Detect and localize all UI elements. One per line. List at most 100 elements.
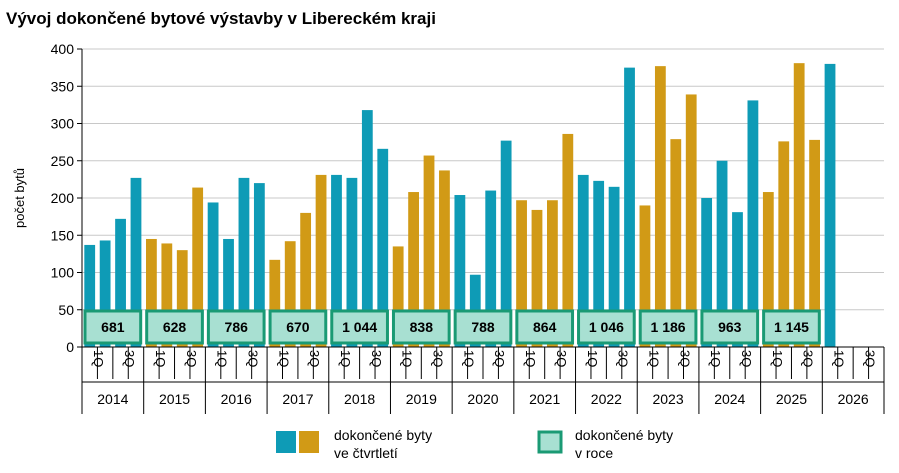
bar-2014-q1: [84, 244, 96, 347]
bar-2021-q2: [531, 209, 543, 347]
bar-2018-q2: [346, 177, 358, 347]
bar-2016-q1: [207, 202, 219, 347]
bar-2014-q3: [115, 218, 126, 347]
bar-2024-q1: [701, 198, 713, 347]
annual-total-box-2023: [638, 309, 698, 345]
y-tick-label-150: 150: [51, 227, 75, 243]
annual-total-2021: 864: [533, 319, 557, 335]
y-axis-ticks: 0 50 100 150 200 250 300 350 400: [51, 41, 82, 355]
quarter-label-2021-1: 1Q: [523, 350, 538, 367]
annual-total-2016: 786: [225, 319, 249, 335]
bar-2019-q4: [439, 170, 450, 347]
annual-total-2020: 788: [471, 319, 495, 335]
annual-total-2015: 628: [163, 319, 187, 335]
quarter-label-2018-1: 1Q: [338, 350, 353, 367]
annual-total-box-2015: [145, 309, 204, 345]
legend-swatch-box: [537, 430, 563, 454]
legend-swatch-teal: [276, 431, 296, 453]
bar-2015-q2: [161, 243, 173, 347]
bar-2023-q3: [670, 139, 682, 347]
bar-2015-q3: [176, 250, 188, 347]
quarter-label-2018-3: 3Q: [369, 350, 384, 367]
quarter-label-2015-3: 3Q: [184, 350, 199, 367]
bar-2015-q4: [192, 187, 204, 347]
quarter-label-2016-3: 3Q: [245, 350, 260, 367]
bar-2018-q1: [331, 174, 342, 347]
legend-label-annual-line1: dokončené byty: [575, 427, 673, 443]
bar-2025-q4: [809, 139, 820, 347]
bar-2015-q1: [146, 238, 157, 347]
year-label-2021: 2021: [529, 391, 560, 407]
chart-title: Vývoj dokončené bytové výstavby v Libere…: [6, 9, 436, 28]
annual-total-2017: 670: [286, 319, 310, 335]
annual-total-2022: 1 046: [589, 319, 624, 335]
annual-total-2023: 1 186: [651, 319, 686, 335]
quarter-label-2023-3: 3Q: [677, 350, 692, 367]
bar-2025-q3: [793, 63, 805, 347]
year-label-2018: 2018: [344, 391, 375, 407]
bar-2024-q2: [716, 160, 728, 347]
y-tick-label-350: 350: [51, 78, 75, 94]
bar-2019-q2: [408, 192, 419, 347]
bar-2022-q4: [624, 67, 635, 347]
quarter-label-2019-1: 1Q: [400, 350, 415, 367]
quarter-label-2015-1: 1Q: [153, 350, 168, 367]
year-label-2016: 2016: [221, 391, 252, 407]
y-tick-label-0: 0: [66, 339, 74, 355]
bar-2025-q2: [778, 141, 790, 347]
quarter-label-2024-3: 3Q: [739, 350, 754, 367]
bar-2014-q4: [130, 177, 142, 347]
quarter-label-2026-3: 3Q: [862, 350, 877, 367]
bars: [84, 63, 836, 348]
year-label-2015: 2015: [159, 391, 190, 407]
bar-2020-q3: [485, 190, 497, 347]
annual-total-box-2022: [577, 309, 636, 345]
quarter-label-2025-3: 3Q: [801, 350, 816, 367]
annual-total-2019: 838: [410, 319, 434, 335]
y-axis-label: počet bytů: [12, 168, 27, 228]
quarter-label-2014-3: 3Q: [122, 350, 137, 367]
legend-label-annual-line2: v roce: [575, 445, 613, 461]
annual-total-box-2021: [515, 309, 575, 345]
bar-2022-q3: [608, 186, 620, 347]
year-label-2020: 2020: [467, 391, 498, 407]
quarter-label-2017-3: 3Q: [307, 350, 322, 367]
quarter-label-2016-1: 1Q: [215, 350, 230, 367]
bar-2024-q4: [747, 100, 759, 347]
annual-total-box-2019: [391, 309, 451, 345]
annual-total-box-2017: [268, 309, 328, 345]
quarter-label-2024-1: 1Q: [708, 350, 723, 367]
legend-label-quarterly-line2: ve čtvrtletí: [334, 445, 398, 461]
bar-2017-q1: [269, 259, 281, 347]
bar-2017-q2: [284, 241, 296, 347]
year-label-2024: 2024: [714, 391, 745, 407]
bar-2021-q1: [516, 200, 527, 347]
annual-total-box-2025: [762, 309, 821, 345]
y-tick-label-200: 200: [51, 190, 75, 206]
quarter-label-2022-1: 1Q: [585, 350, 600, 367]
bar-2025-q1: [762, 192, 774, 347]
legend-swatch-gold: [299, 431, 319, 453]
quarter-label-2017-1: 1Q: [276, 350, 291, 367]
year-label-2022: 2022: [591, 391, 622, 407]
quarter-label-2019-3: 3Q: [431, 350, 446, 367]
bar-2023-q4: [685, 94, 697, 347]
bar-2024-q3: [732, 212, 743, 347]
annual-total-2024: 963: [718, 319, 742, 335]
bar-2016-q3: [238, 177, 250, 347]
bar-2026-q1: [824, 63, 836, 348]
bar-2016-q2: [223, 238, 234, 347]
y-tick-label-100: 100: [51, 265, 75, 281]
annual-total-box-2014: [83, 309, 143, 345]
annual-total-box-2018: [330, 309, 389, 345]
year-label-2025: 2025: [776, 391, 807, 407]
bar-2020-q1: [454, 195, 466, 347]
quarter-label-2022-3: 3Q: [616, 350, 631, 367]
bar-2023-q2: [654, 66, 666, 347]
legend-label-quarterly-line1: dokončené byty: [334, 427, 432, 443]
quarter-label-2026-1: 1Q: [832, 350, 847, 367]
y-tick-label-250: 250: [51, 153, 75, 169]
bar-2019-q1: [392, 246, 404, 347]
bar-2022-q2: [593, 180, 605, 347]
